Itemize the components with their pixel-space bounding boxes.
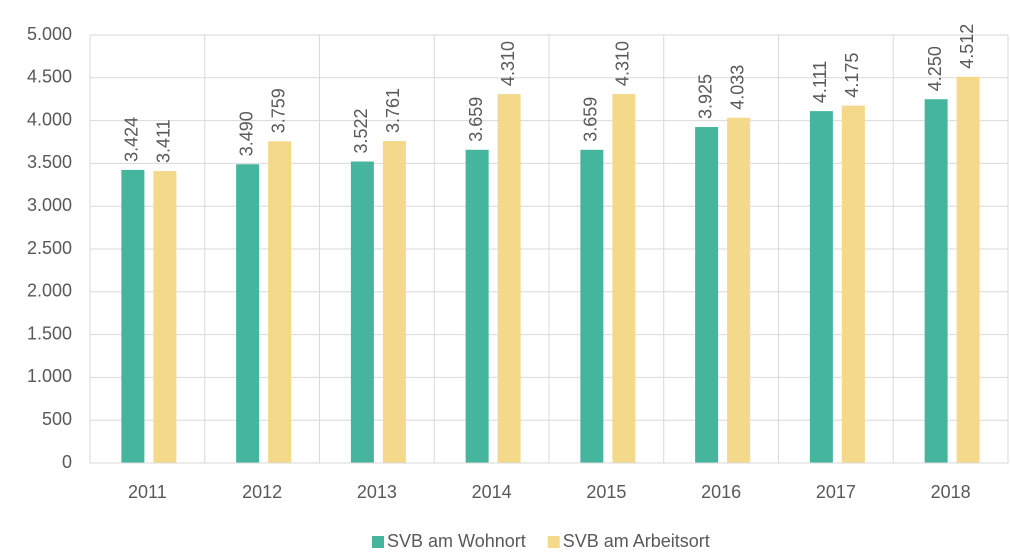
bar: [497, 94, 521, 464]
data-label: 3.411: [154, 119, 174, 163]
data-label: 4.111: [810, 61, 830, 103]
x-tick-label: 2014: [472, 482, 512, 502]
bar: [809, 111, 833, 464]
y-tick-label: 5.000: [27, 24, 72, 44]
bar: [268, 141, 292, 463]
bar: [841, 105, 865, 464]
bar: [465, 149, 489, 463]
data-label: 3.659: [466, 97, 486, 142]
data-label: 3.925: [695, 74, 715, 119]
bar: [727, 117, 751, 463]
legend-label: SVB am Wohnort: [387, 531, 526, 551]
bar: [580, 149, 604, 463]
y-tick-label: 3.500: [27, 152, 72, 172]
data-label: 3.490: [236, 111, 256, 156]
y-tick-label: 2.500: [27, 238, 72, 258]
data-label: 4.512: [957, 24, 977, 69]
bar: [350, 161, 374, 464]
data-label: 4.175: [842, 53, 862, 98]
data-label: 3.424: [122, 117, 142, 162]
bar: [153, 171, 177, 463]
legend-swatch: [372, 536, 384, 548]
bar: [612, 94, 636, 464]
data-label: 4.310: [498, 41, 518, 86]
y-tick-label: 3.000: [27, 195, 72, 215]
x-tick-label: 2015: [586, 482, 626, 502]
x-tick-label: 2018: [931, 482, 971, 502]
y-tick-label: 0: [62, 452, 72, 472]
y-tick-label: 500: [42, 409, 72, 429]
bar: [236, 164, 260, 464]
data-label: 3.522: [351, 108, 371, 153]
legend-label: SVB am Arbeitsort: [563, 531, 710, 551]
data-label: 3.759: [268, 88, 288, 133]
bar: [695, 127, 719, 464]
bar: [382, 141, 406, 463]
legend-swatch: [547, 536, 560, 548]
x-tick-label: 2016: [701, 482, 741, 502]
y-tick-label: 1.500: [27, 323, 72, 343]
data-label: 4.310: [613, 41, 633, 86]
data-label: 4.250: [925, 46, 945, 91]
y-tick-label: 4.000: [27, 109, 72, 129]
data-label: 3.659: [581, 97, 601, 142]
data-label: 4.033: [727, 65, 747, 110]
x-tick-label: 2017: [816, 482, 856, 502]
y-tick-label: 2.000: [27, 281, 72, 301]
x-tick-label: 2012: [242, 482, 282, 502]
bar: [956, 76, 980, 463]
data-label: 3.761: [383, 88, 403, 133]
bar: [924, 99, 948, 463]
y-tick-label: 1.000: [27, 366, 72, 386]
x-tick-label: 2013: [357, 482, 397, 502]
bar: [121, 169, 145, 464]
x-tick-label: 2011: [128, 482, 167, 502]
y-tick-label: 4.500: [27, 67, 72, 87]
